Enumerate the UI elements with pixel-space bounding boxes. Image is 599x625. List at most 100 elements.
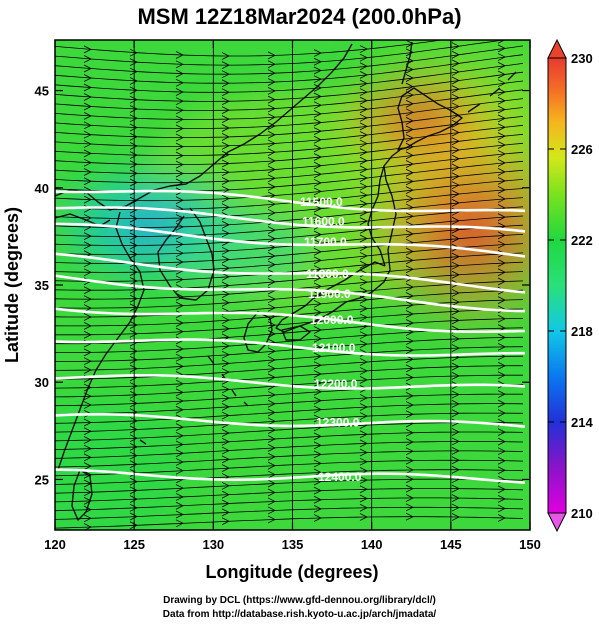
streamline — [55, 393, 523, 415]
x-axis: 120 125 130 135 140 145 150 — [44, 40, 541, 552]
streamline-arrow — [405, 91, 414, 100]
shikoku-coast — [281, 325, 311, 341]
streamline — [55, 336, 524, 362]
streamline-arrow — [405, 57, 414, 65]
streamline-arrow — [83, 214, 92, 222]
streamline-arrow — [313, 387, 322, 396]
streamline-arrow — [451, 334, 460, 343]
streamline-arrow — [497, 514, 506, 522]
streamline-arrow — [451, 234, 460, 243]
streamline-arrow — [129, 160, 138, 169]
streamline-arrow — [405, 177, 414, 186]
streamline-arrow — [405, 391, 414, 400]
streamline-arrow — [359, 139, 368, 148]
streamline-arrow — [451, 298, 460, 306]
streamline-arrow — [498, 28, 505, 35]
streamline-arrow — [83, 83, 92, 92]
streamline-arrow — [129, 123, 138, 132]
streamline — [55, 63, 524, 93]
streamline — [55, 422, 524, 442]
streamline-arrow — [221, 490, 230, 499]
streamline-arrow — [451, 68, 460, 76]
streamline-arrow — [221, 411, 230, 420]
streamline-arrow — [267, 165, 276, 174]
streamline — [55, 506, 524, 520]
streamline-arrow — [359, 394, 368, 402]
kyushu-coast — [243, 311, 273, 353]
streamline-arrow — [83, 195, 92, 204]
streamline-arrow — [451, 289, 460, 297]
streamline-arrow — [497, 390, 506, 399]
streamline-arrow — [405, 428, 414, 437]
streamline-arrow — [129, 58, 138, 67]
streamline-arrow — [129, 382, 138, 390]
streamline-arrow — [313, 265, 322, 273]
x-tick-label: 135 — [282, 537, 304, 552]
streamline — [55, 516, 524, 529]
streamline-arrow — [313, 352, 322, 361]
streamline-arrow — [221, 342, 230, 350]
streamline-arrow — [267, 399, 276, 408]
streamline-arrow — [359, 412, 368, 420]
streamline-arrow — [83, 55, 92, 63]
streamline — [55, 169, 524, 202]
streamline-arrow — [497, 231, 506, 240]
streamline-arrow — [497, 466, 506, 475]
streamline-arrow — [497, 428, 506, 437]
streamline-arrow — [175, 466, 184, 475]
streamline-arrow — [175, 397, 184, 405]
streamline-arrow — [405, 494, 414, 502]
streamline-arrow — [175, 458, 184, 466]
streamline — [55, 215, 524, 246]
streamline-arrow — [313, 66, 322, 75]
streamline-arrow — [267, 78, 276, 86]
colorbar-tick-label: 210 — [571, 506, 593, 521]
streamline-arrow — [267, 51, 276, 60]
streamline — [55, 124, 524, 156]
streamline-arrow — [267, 156, 276, 165]
colorbar-bottom-arrow — [547, 512, 567, 533]
streamline-arrow — [175, 88, 184, 96]
streamline-arrow — [221, 402, 230, 411]
streamline-arrow — [83, 177, 92, 186]
streamline-arrow — [405, 212, 414, 221]
streamline-arrow — [83, 444, 92, 453]
streamline-arrow — [313, 196, 322, 204]
streamline-arrow — [267, 183, 276, 191]
streamline-arrow — [451, 503, 460, 512]
contour-label: 12000.0 — [310, 313, 354, 327]
streamline-arrow — [83, 497, 92, 505]
streamline-arrow — [129, 486, 138, 495]
streamline-arrow — [451, 154, 460, 163]
streamline-arrow — [221, 159, 230, 168]
streamline-arrow — [313, 101, 322, 110]
streamline-arrow — [83, 130, 92, 139]
streamline-arrow — [83, 149, 92, 158]
streamline-arrow — [405, 160, 414, 168]
streamline-arrow — [267, 329, 276, 338]
height-contour — [55, 222, 526, 258]
streamline-arrow — [405, 142, 414, 151]
streamline — [55, 252, 524, 282]
hokkaido-coast — [397, 87, 463, 151]
streamline-arrow — [405, 319, 414, 327]
streamline-arrow — [175, 519, 184, 528]
streamline-arrow — [267, 479, 276, 488]
streamline-arrow — [359, 457, 368, 466]
streamline-arrow — [221, 220, 230, 229]
streamline-arrow — [83, 313, 92, 321]
honshu-japan-sea-coast — [367, 165, 386, 267]
streamline-arrow — [405, 247, 414, 256]
streamline-arrow — [497, 105, 506, 114]
streamline-arrow — [313, 514, 322, 522]
streamline-arrow — [359, 403, 368, 411]
streamline-arrow — [497, 150, 506, 158]
streamline-arrow — [359, 494, 368, 503]
streamline-arrow — [175, 510, 184, 519]
streamline-arrow — [359, 113, 368, 122]
streamline-arrow — [313, 75, 322, 84]
colorbar-tick-label: 218 — [571, 324, 593, 339]
x-tick-label: 125 — [123, 537, 145, 552]
streamline-arrow — [313, 441, 322, 450]
streamline-arrow — [359, 260, 368, 269]
